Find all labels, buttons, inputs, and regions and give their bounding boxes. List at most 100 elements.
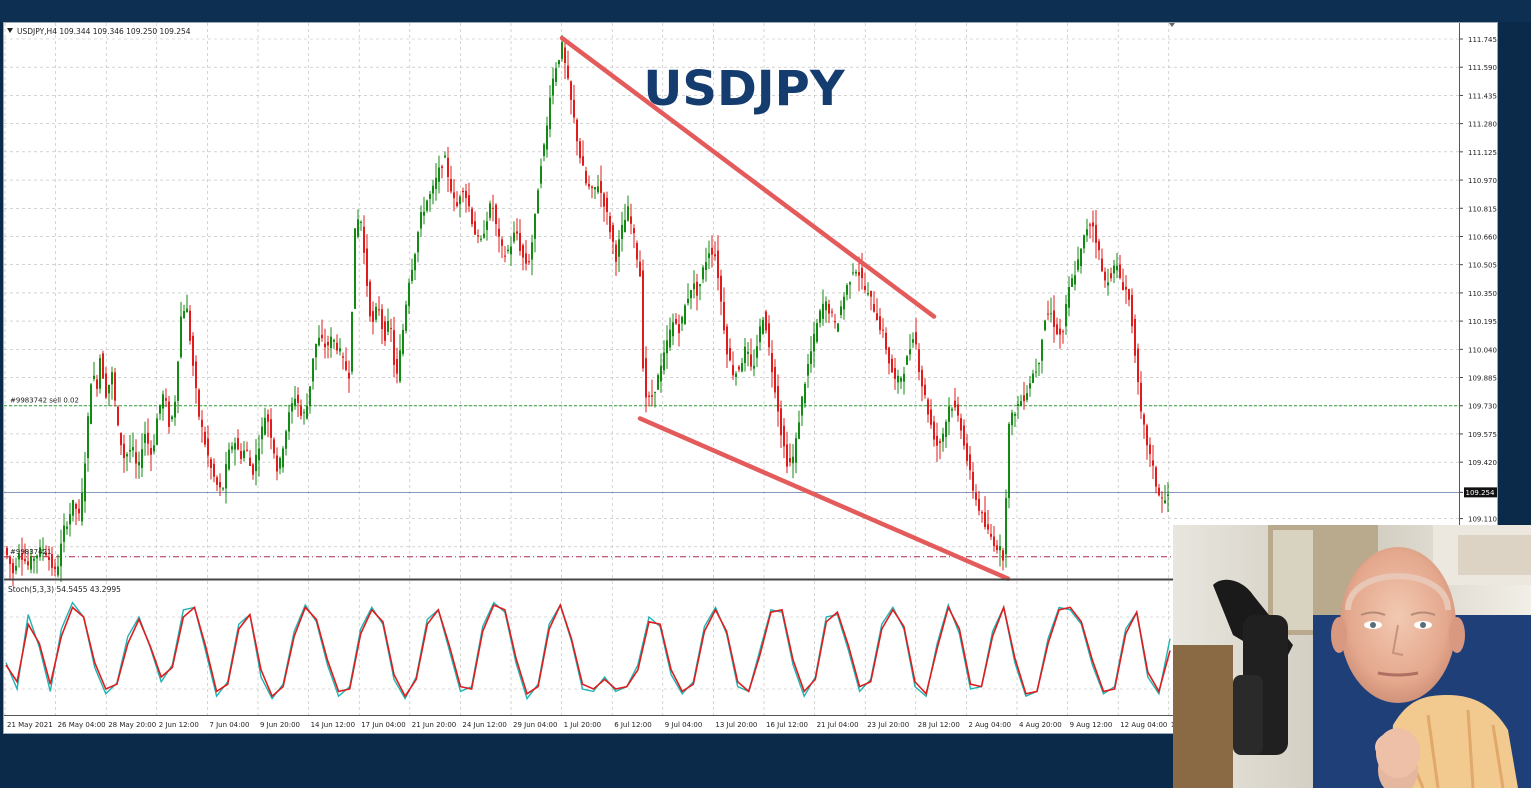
candle-bear xyxy=(120,432,122,446)
candle-bear xyxy=(1140,382,1142,412)
candle-bull xyxy=(837,323,839,332)
dropdown-triangle-icon[interactable] xyxy=(7,28,13,33)
candle-bull xyxy=(459,196,461,204)
candle-bear xyxy=(6,547,8,556)
candle-bear xyxy=(729,347,731,361)
time-tick-label: 9 Jun 20:00 xyxy=(260,721,300,729)
candles xyxy=(6,34,1169,587)
candle-bear xyxy=(564,47,566,63)
candle-bear xyxy=(249,457,251,466)
candle-bear xyxy=(1056,324,1058,335)
shift-marker-icon[interactable] xyxy=(1169,23,1175,27)
trendline[interactable] xyxy=(559,35,937,319)
candle-bull xyxy=(306,405,308,419)
candle-bear xyxy=(102,353,104,379)
candle-bull xyxy=(81,492,83,522)
candle-bull xyxy=(174,401,176,418)
candle-bull xyxy=(855,271,857,274)
candle-bull xyxy=(798,422,800,439)
candle-bear xyxy=(609,215,611,233)
price-tick-label: 110.970 xyxy=(1468,177,1497,185)
candle-bear xyxy=(96,379,98,389)
candle-bull xyxy=(177,361,179,401)
candle-bull xyxy=(420,212,422,229)
candle-bull xyxy=(816,323,818,342)
candle-bear xyxy=(1119,264,1121,278)
candle-bear xyxy=(864,285,866,291)
candle-bear xyxy=(921,369,923,387)
candle-bear xyxy=(873,303,875,312)
candle-bear xyxy=(150,447,152,455)
candle-bull xyxy=(840,306,842,315)
candle-bull xyxy=(294,398,296,406)
candle-bull xyxy=(663,352,665,371)
current-price-tag xyxy=(1464,487,1497,498)
candle-bull xyxy=(810,351,812,365)
candle-bull xyxy=(1020,401,1022,407)
candle-bear xyxy=(651,395,653,397)
candle-bear xyxy=(789,457,791,463)
candle-bear xyxy=(342,356,344,358)
price-tick-label: 109.730 xyxy=(1468,403,1497,411)
candle-bear xyxy=(396,359,398,374)
candle-bull xyxy=(231,446,233,450)
candle-bull xyxy=(813,333,815,352)
candle-bear xyxy=(450,179,452,192)
candle-bull xyxy=(540,166,542,184)
candle-bear xyxy=(210,459,212,468)
candle-bull xyxy=(555,68,557,82)
candle-bull xyxy=(795,438,797,463)
chart-window[interactable]: 111.745 111.590 111.435 111.280 111.125 110.9… xyxy=(3,22,1498,735)
candle-bear xyxy=(678,324,680,334)
candle-bull xyxy=(153,445,155,452)
time-tick-label: 24 Jun 12:00 xyxy=(462,721,506,729)
candle-bull xyxy=(1065,304,1067,327)
candle-bear xyxy=(927,399,929,415)
candle-bear xyxy=(1149,444,1151,455)
candle-bear xyxy=(648,395,650,397)
time-tick-label: 29 Jun 04:00 xyxy=(513,721,557,729)
time-tick-label: 13 Jul 20:00 xyxy=(715,721,757,729)
candle-bull xyxy=(1071,278,1073,287)
candle-bear xyxy=(768,323,770,348)
candle-bear xyxy=(1053,310,1055,327)
time-tick-label: 26 May 04:00 xyxy=(58,721,106,729)
candle-bull xyxy=(945,421,947,437)
candle-bull xyxy=(744,346,746,364)
candle-bear xyxy=(765,311,767,331)
candle-bear xyxy=(1158,487,1160,496)
candle-bear xyxy=(216,477,218,485)
candle-bear xyxy=(300,406,302,416)
candle-bear xyxy=(525,253,527,264)
candle-bear xyxy=(1125,286,1127,290)
candle-bear xyxy=(969,454,971,471)
candle-bull xyxy=(405,304,407,331)
candle-bull xyxy=(279,457,281,469)
candle-bear xyxy=(462,190,464,193)
candle-bull xyxy=(669,329,671,348)
candle-bear xyxy=(1092,222,1094,227)
candle-bull xyxy=(486,221,488,231)
candle-bull xyxy=(126,454,128,457)
candle-bear xyxy=(468,195,470,207)
candle-bear xyxy=(240,451,242,459)
candle-bear xyxy=(207,438,209,456)
trendline[interactable] xyxy=(637,416,1011,581)
candle-bear xyxy=(297,394,299,403)
candle-bear xyxy=(918,349,920,373)
time-tick-label: 2 Aug 04:00 xyxy=(968,721,1011,729)
candle-bear xyxy=(345,361,347,370)
candle-bear xyxy=(270,419,272,438)
candle-bull xyxy=(756,346,758,358)
candle-bear xyxy=(1134,318,1136,356)
candle-bull xyxy=(1011,412,1013,426)
order-label-small[interactable]: #99837421 xyxy=(10,548,52,556)
candle-bull xyxy=(288,412,290,432)
candle-bear xyxy=(9,556,11,565)
candle-bull xyxy=(309,386,311,407)
candle-bull xyxy=(351,311,353,372)
candle-bull xyxy=(909,349,911,355)
price-tick-label: 111.125 xyxy=(1468,149,1497,157)
order-label[interactable]: #9983742 sell 0.02 xyxy=(10,397,79,405)
candle-bear xyxy=(630,216,632,224)
